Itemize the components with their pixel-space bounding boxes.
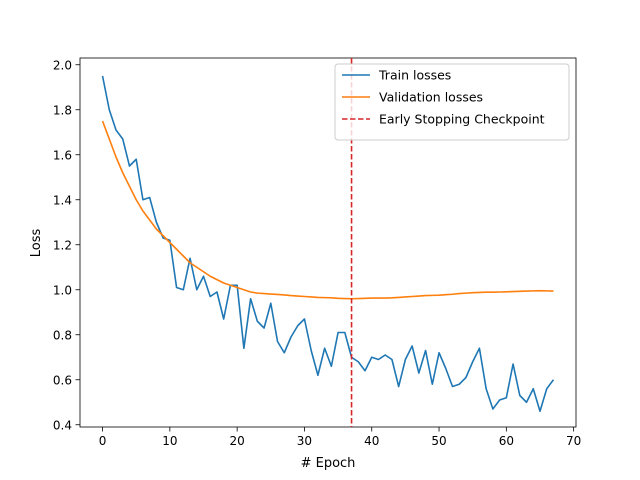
x-tick-label: 30 bbox=[297, 434, 312, 448]
y-axis-label: Loss bbox=[29, 229, 44, 258]
axes-frame bbox=[79, 57, 577, 428]
x-tick-label: 20 bbox=[230, 434, 245, 448]
legend-box bbox=[334, 63, 570, 141]
x-tick-label: 10 bbox=[162, 434, 177, 448]
x-tick-label: 70 bbox=[566, 434, 581, 448]
x-tick-label: 40 bbox=[364, 434, 379, 448]
legend: Train losses Validation losses Early Stopp… bbox=[334, 63, 570, 141]
y-tick-label: 0.6 bbox=[53, 373, 72, 387]
x-tick-label: 50 bbox=[431, 434, 446, 448]
x-tick-label: 0 bbox=[99, 434, 107, 448]
x-axis-label: # Epoch bbox=[301, 456, 356, 471]
legend-label: Train losses bbox=[378, 68, 451, 83]
x-axis-ticks: 0 10 20 30 40 50 60 70 bbox=[99, 427, 581, 448]
y-tick-label: 1.2 bbox=[53, 238, 72, 252]
y-tick-label: 1.8 bbox=[53, 103, 72, 117]
legend-label: Early Stopping Checkpoint bbox=[379, 112, 545, 127]
y-axis-ticks: 0.4 0.6 0.8 1.0 1.2 1.4 1.6 1.8 2.0 bbox=[53, 58, 80, 432]
series-line-1 bbox=[101, 75, 555, 413]
x-tick-label: 60 bbox=[499, 434, 514, 448]
y-tick-label: 1.6 bbox=[53, 148, 72, 162]
y-tick-label: 1.0 bbox=[53, 283, 72, 297]
series-line-2 bbox=[101, 120, 554, 300]
plot-frame bbox=[79, 57, 577, 428]
y-tick-label: 2.0 bbox=[53, 58, 72, 72]
legend-label: Validation losses bbox=[379, 90, 483, 105]
y-tick-label: 1.4 bbox=[53, 193, 72, 207]
y-tick-label: 0.8 bbox=[53, 328, 72, 342]
y-tick-label: 0.4 bbox=[53, 418, 72, 432]
